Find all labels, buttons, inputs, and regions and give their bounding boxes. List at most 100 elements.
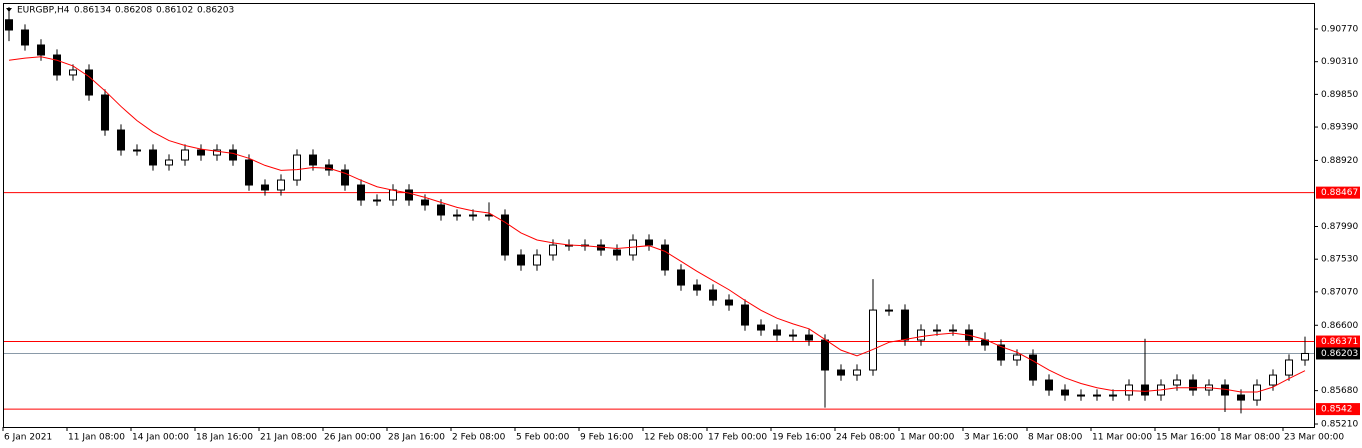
level-tag [1316,403,1360,416]
candle-body [1061,389,1069,396]
candle-body [85,69,93,96]
moving-average [8,56,1306,393]
candle-body [1141,384,1149,396]
candle-body [69,69,77,76]
symbol: EURGBP,H4 [17,6,70,16]
candle-body [1109,394,1117,397]
candle-body [261,184,269,191]
y-tick-label: 0.87990 [1321,222,1358,232]
candle-body [229,149,237,161]
candle-body [1237,394,1245,401]
candle-body [645,239,653,246]
y-tick-label: 0.88920 [1321,156,1358,166]
candle-body [1093,394,1101,397]
x-tick-label: 11 Mar 00:00 [1092,433,1152,443]
candle-body [165,159,173,166]
candle-body [1077,394,1085,397]
candle-body [677,269,685,286]
x-tick-label: 18 Jan 16:00 [196,433,253,443]
x-tick-label: 21 Jan 08:00 [260,433,317,443]
x-tick-label: 23 Mar 00:00 [1284,433,1344,443]
candle-body [917,329,925,341]
candle-body [901,309,909,341]
level-tag [1316,186,1360,199]
candle-body [661,244,669,271]
x-tick-label: 15 Mar 16:00 [1156,433,1216,443]
current-tag [1316,347,1360,360]
x-tick-label: 3 Mar 16:00 [964,433,1019,443]
x-tick-label: 2 Feb 08:00 [452,433,506,443]
x-tick-label: 9 Feb 16:00 [580,433,634,443]
candle-body [437,204,445,216]
candle-body [981,339,989,346]
candle-body [933,329,941,332]
candle-body [293,154,301,181]
candle-body [149,149,157,166]
candle-body [133,149,141,152]
candle-body [37,44,45,56]
x-tick-label: 11 Jan 08:00 [68,433,125,443]
candle-body [949,329,957,332]
candle-body [997,344,1005,361]
header-value: 0.86102 [156,6,193,16]
candle-body [613,249,621,256]
y-tick-label: 0.87530 [1321,255,1358,265]
candle-body [1189,379,1197,391]
header-value: 0.86203 [197,6,234,16]
plot-frame [3,3,1315,428]
candle-body [405,189,413,201]
candle-body [533,254,541,266]
level-tag [1316,335,1360,348]
candle-body [21,29,29,46]
level-label: 0.86371 [1321,337,1358,347]
candle-body [501,214,509,256]
candle-body [453,214,461,217]
candle-body [101,94,109,131]
candle-body [885,309,893,312]
candle-body [53,54,61,76]
y-tick-label: 0.90310 [1321,57,1358,67]
candle-body [421,199,429,206]
y-tick-label: 0.87070 [1321,287,1358,297]
current-label: 0.86203 [1321,349,1358,359]
candle-body [869,309,877,371]
candle-body [309,154,317,166]
candle-body [389,189,397,201]
candle-body [117,129,125,151]
candle-body [741,304,749,326]
candle-body [773,329,781,336]
candle-body [549,244,557,256]
candle-body [1173,379,1181,386]
candle-body [821,339,829,371]
candle-body [485,214,493,217]
header-value: 0.86208 [115,6,152,16]
level-label: 0.8542 [1321,405,1353,415]
candle-body [245,159,253,186]
candle-body [837,369,845,376]
y-tick-label: 0.90770 [1321,25,1358,35]
candle-body [1013,354,1021,361]
candle-body [517,254,525,266]
candle-body [277,179,285,191]
y-tick-label: 0.89390 [1321,123,1358,133]
candle-body [1125,384,1133,396]
candle-body [1285,359,1293,376]
x-tick-label: 26 Jan 00:00 [324,433,381,443]
x-tick-label: 5 Feb 00:00 [516,433,570,443]
x-tick-label: 18 Mar 08:00 [1220,433,1280,443]
candle-body [693,284,701,291]
x-tick-label: 17 Feb 00:00 [708,433,767,443]
x-tick-label: 14 Jan 00:00 [132,433,189,443]
x-tick-label: 1 Mar 00:00 [900,433,955,443]
candle-body [469,214,477,217]
candle-body [5,19,13,31]
y-tick-label: 0.89850 [1321,90,1358,100]
header-value: 0.86134 [74,6,111,16]
candle-body [757,324,765,331]
candle-body [357,184,365,201]
candle-body [789,334,797,337]
y-tick-label: 0.85210 [1321,420,1358,430]
candle-body [325,164,333,171]
candle-body [725,299,733,306]
x-tick-label: 12 Feb 08:00 [644,433,703,443]
